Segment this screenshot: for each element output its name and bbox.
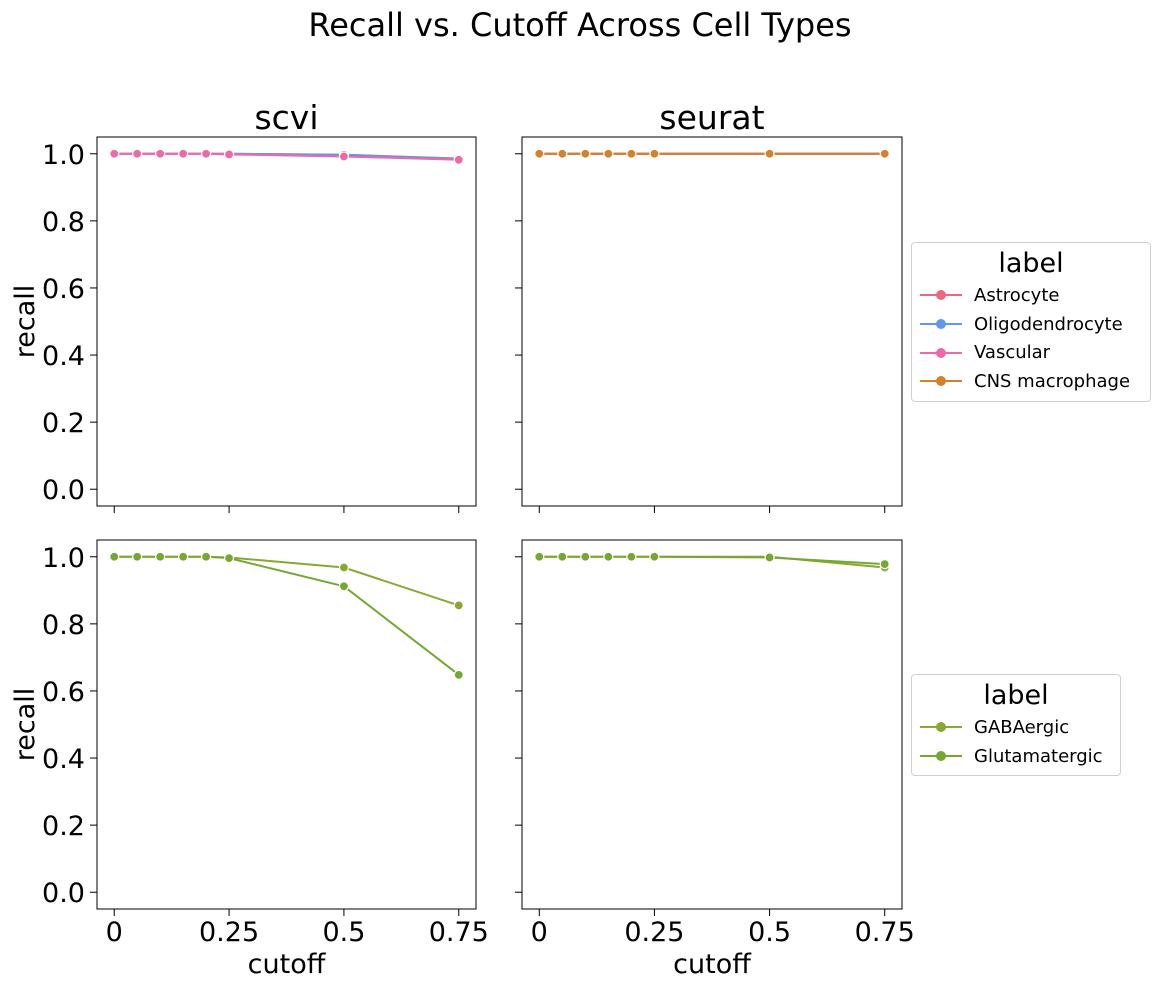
legend-label: Vascular <box>974 342 1051 364</box>
data-point <box>879 148 890 159</box>
data-point <box>338 151 350 162</box>
legend-swatch-icon <box>920 317 962 331</box>
axes-frame <box>96 539 477 910</box>
y-tick-label: 0.2 <box>42 408 85 439</box>
data-point <box>132 551 143 562</box>
legend-top: label Astrocyte Oligodendrocyte Vascular CN… <box>911 242 1151 402</box>
y-tick-label: 0.6 <box>42 274 85 305</box>
data-point <box>764 148 775 159</box>
y-tick-label: 0.4 <box>42 744 85 775</box>
series-line-gabaergic <box>539 555 885 569</box>
data-point <box>534 551 545 562</box>
data-point <box>453 600 464 611</box>
legend-bottom: label GABAergic Glutamatergic <box>911 674 1121 776</box>
x-tick-label: 0.75 <box>429 917 489 948</box>
subplot-1: seurat <box>515 98 903 513</box>
subplot-2: 0.0 0.2 0.4 0.6 0.8 1.0 0 0.25 0.5 0.75 cutoff reca… <box>10 539 489 980</box>
y-tick-label: 0.6 <box>42 677 85 708</box>
data-point <box>223 149 235 160</box>
data-point <box>201 551 212 562</box>
legend-item: Oligodendrocyte <box>920 310 1142 339</box>
legend-label: Glutamatergic <box>974 745 1103 767</box>
data-point <box>557 148 568 159</box>
data-point <box>764 552 775 563</box>
data-point <box>603 148 614 159</box>
data-point <box>155 148 166 159</box>
data-point <box>178 551 189 562</box>
subplot-3: 0 0.25 0.5 0.75 cutoff <box>515 539 915 980</box>
legend-swatch-icon <box>920 720 962 734</box>
y-tick-label: 0.8 <box>42 207 85 238</box>
data-point <box>109 148 120 159</box>
legend-swatch-icon <box>920 749 962 763</box>
x-tick-label: 0.25 <box>624 917 684 948</box>
y-tick-label: 0.2 <box>42 811 85 842</box>
subplot-0: 0.0 0.2 0.4 0.6 0.8 1.0 scvi recall <box>10 98 477 513</box>
y-tick-label: 1.0 <box>42 543 85 574</box>
legend-title: label <box>983 680 1049 711</box>
x-tick-label: 0.75 <box>855 917 915 948</box>
data-point <box>626 551 637 562</box>
legend-swatch-icon <box>920 374 962 388</box>
data-point <box>534 148 545 159</box>
legend-label: CNS macrophage <box>974 370 1131 392</box>
subplot-title: scvi <box>254 98 318 137</box>
x-tick-label: 0 <box>106 917 123 948</box>
data-point <box>453 669 464 680</box>
legend-item: Vascular <box>920 338 1142 367</box>
x-tick-label: 0.5 <box>748 917 791 948</box>
y-tick-label: 0.0 <box>42 878 85 909</box>
data-point <box>603 551 614 562</box>
data-point <box>626 148 637 159</box>
x-axis-label: cutoff <box>248 949 327 980</box>
data-point <box>132 148 143 159</box>
x-axis-label: cutoff <box>673 949 752 980</box>
legend-label: GABAergic <box>974 716 1070 738</box>
subplot-title: seurat <box>659 98 764 137</box>
legend-title: label <box>998 248 1064 279</box>
data-point <box>580 148 591 159</box>
data-point <box>201 148 212 159</box>
data-point <box>178 148 189 159</box>
legend-item: CNS macrophage <box>920 367 1142 396</box>
legend-item: Astrocyte <box>920 281 1142 310</box>
legend-label: Oligodendrocyte <box>974 313 1123 335</box>
y-axis-label: recall <box>10 285 41 359</box>
data-point <box>649 551 660 562</box>
x-tick-label: 0.5 <box>322 917 365 948</box>
legend-label: Astrocyte <box>974 284 1060 306</box>
data-point <box>453 154 464 165</box>
data-point <box>223 553 235 564</box>
data-point <box>649 148 660 159</box>
data-point <box>155 551 166 562</box>
y-tick-label: 0.8 <box>42 610 85 641</box>
legend-swatch-icon <box>920 346 962 360</box>
y-tick-label: 1.0 <box>42 140 85 171</box>
y-tick-label: 0.4 <box>42 341 85 372</box>
x-tick-label: 0.25 <box>199 917 259 948</box>
series-line-gabaergic <box>114 555 460 607</box>
axes-frame <box>521 539 903 910</box>
data-point <box>109 551 120 562</box>
data-point <box>557 551 568 562</box>
figure-title: Recall vs. Cutoff Across Cell Types <box>308 6 851 44</box>
x-tick-label: 0 <box>531 917 548 948</box>
data-point <box>338 562 350 573</box>
data-point <box>879 559 890 570</box>
data-point <box>338 581 350 592</box>
axes-frame <box>521 136 903 507</box>
axes-frame <box>96 136 477 507</box>
series-line-glutamatergic <box>114 555 460 676</box>
data-point <box>580 551 591 562</box>
legend-item: GABAergic <box>920 713 1112 742</box>
y-axis-label: recall <box>10 688 41 762</box>
legend-swatch-icon <box>920 288 962 302</box>
y-tick-label: 0.0 <box>42 475 85 506</box>
legend-item: Glutamatergic <box>920 742 1112 771</box>
